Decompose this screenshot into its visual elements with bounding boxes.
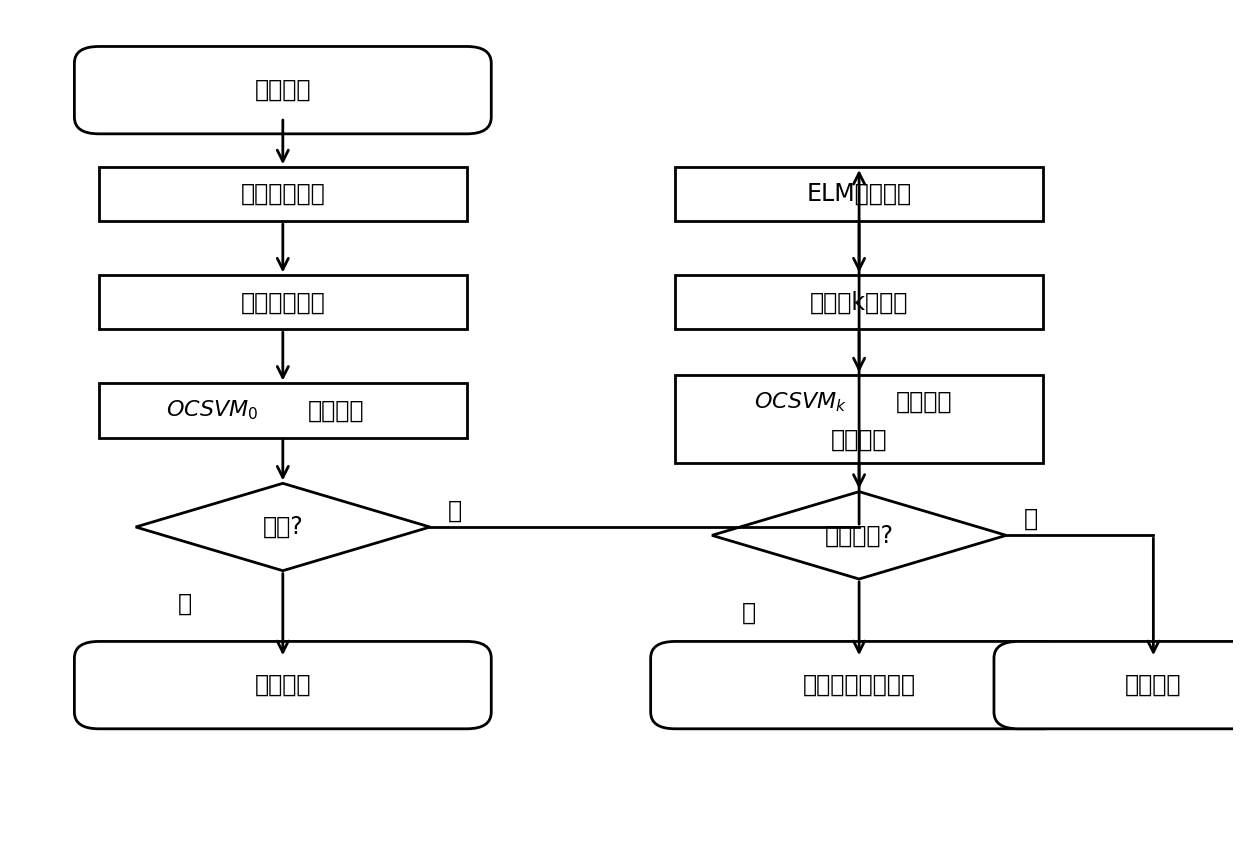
Text: 否: 否 — [1024, 507, 1038, 530]
Text: 测试信号: 测试信号 — [254, 78, 311, 102]
Text: $\mathit{OCSVM}_0$: $\mathit{OCSVM}_0$ — [166, 398, 258, 422]
Text: 发生第k类故障: 发生第k类故障 — [810, 290, 908, 315]
Text: 正常?: 正常? — [263, 515, 304, 539]
Text: 否: 否 — [448, 498, 461, 522]
Text: 未知故障?: 未知故障? — [825, 524, 894, 547]
Text: 状态识别: 状态识别 — [308, 398, 363, 422]
Text: 提取时域特征: 提取时域特征 — [241, 290, 325, 315]
FancyBboxPatch shape — [74, 47, 491, 134]
Polygon shape — [135, 483, 430, 571]
Text: 是: 是 — [742, 601, 756, 624]
FancyBboxPatch shape — [74, 641, 491, 728]
Text: 诊断校正: 诊断校正 — [831, 427, 888, 452]
Text: 信号时域分割: 信号时域分割 — [241, 182, 325, 206]
Polygon shape — [712, 492, 1006, 579]
Text: 故障类型识别正确: 故障类型识别正确 — [802, 673, 915, 697]
Text: 故障类型: 故障类型 — [895, 390, 952, 415]
FancyBboxPatch shape — [651, 641, 1068, 728]
Text: 未知故障: 未知故障 — [1125, 673, 1182, 697]
Text: ELM故障诊断: ELM故障诊断 — [806, 182, 911, 206]
FancyBboxPatch shape — [994, 641, 1240, 728]
Bar — [99, 168, 466, 221]
Bar — [675, 168, 1043, 221]
Text: 是: 是 — [177, 592, 192, 616]
Bar — [675, 275, 1043, 329]
Text: 正常状态: 正常状态 — [254, 673, 311, 697]
Bar — [675, 375, 1043, 463]
Bar — [99, 275, 466, 329]
Bar — [99, 383, 466, 437]
Text: $\mathit{OCSVM}_k$: $\mathit{OCSVM}_k$ — [754, 390, 847, 414]
